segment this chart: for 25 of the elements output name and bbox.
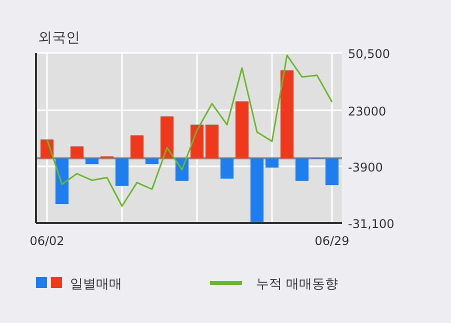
legend-label: 일별매매 bbox=[70, 277, 122, 292]
bar bbox=[160, 116, 174, 158]
y-tick-label: 23000 bbox=[348, 104, 386, 118]
bar bbox=[220, 158, 234, 179]
bar bbox=[235, 101, 249, 158]
bar bbox=[265, 158, 279, 168]
chart-title: 외국인 bbox=[38, 30, 80, 46]
y-tick-label: -3900 bbox=[348, 160, 383, 174]
bar bbox=[325, 158, 339, 186]
x-tick-label: 06/02 bbox=[30, 234, 64, 248]
bar bbox=[295, 158, 309, 181]
bar bbox=[115, 158, 129, 186]
bar bbox=[280, 70, 294, 158]
bar bbox=[85, 158, 99, 164]
y-tick-label: -31,100 bbox=[348, 217, 394, 231]
legend-label: 누적 매매동향 bbox=[256, 277, 338, 292]
bar bbox=[55, 158, 69, 204]
bar bbox=[250, 158, 264, 222]
bar bbox=[130, 135, 144, 158]
bar bbox=[70, 146, 84, 158]
bar bbox=[145, 158, 159, 164]
bar bbox=[190, 124, 204, 158]
y-tick-label: 50,500 bbox=[348, 47, 390, 61]
x-tick-label: 06/29 bbox=[314, 234, 350, 248]
bar bbox=[205, 124, 219, 158]
